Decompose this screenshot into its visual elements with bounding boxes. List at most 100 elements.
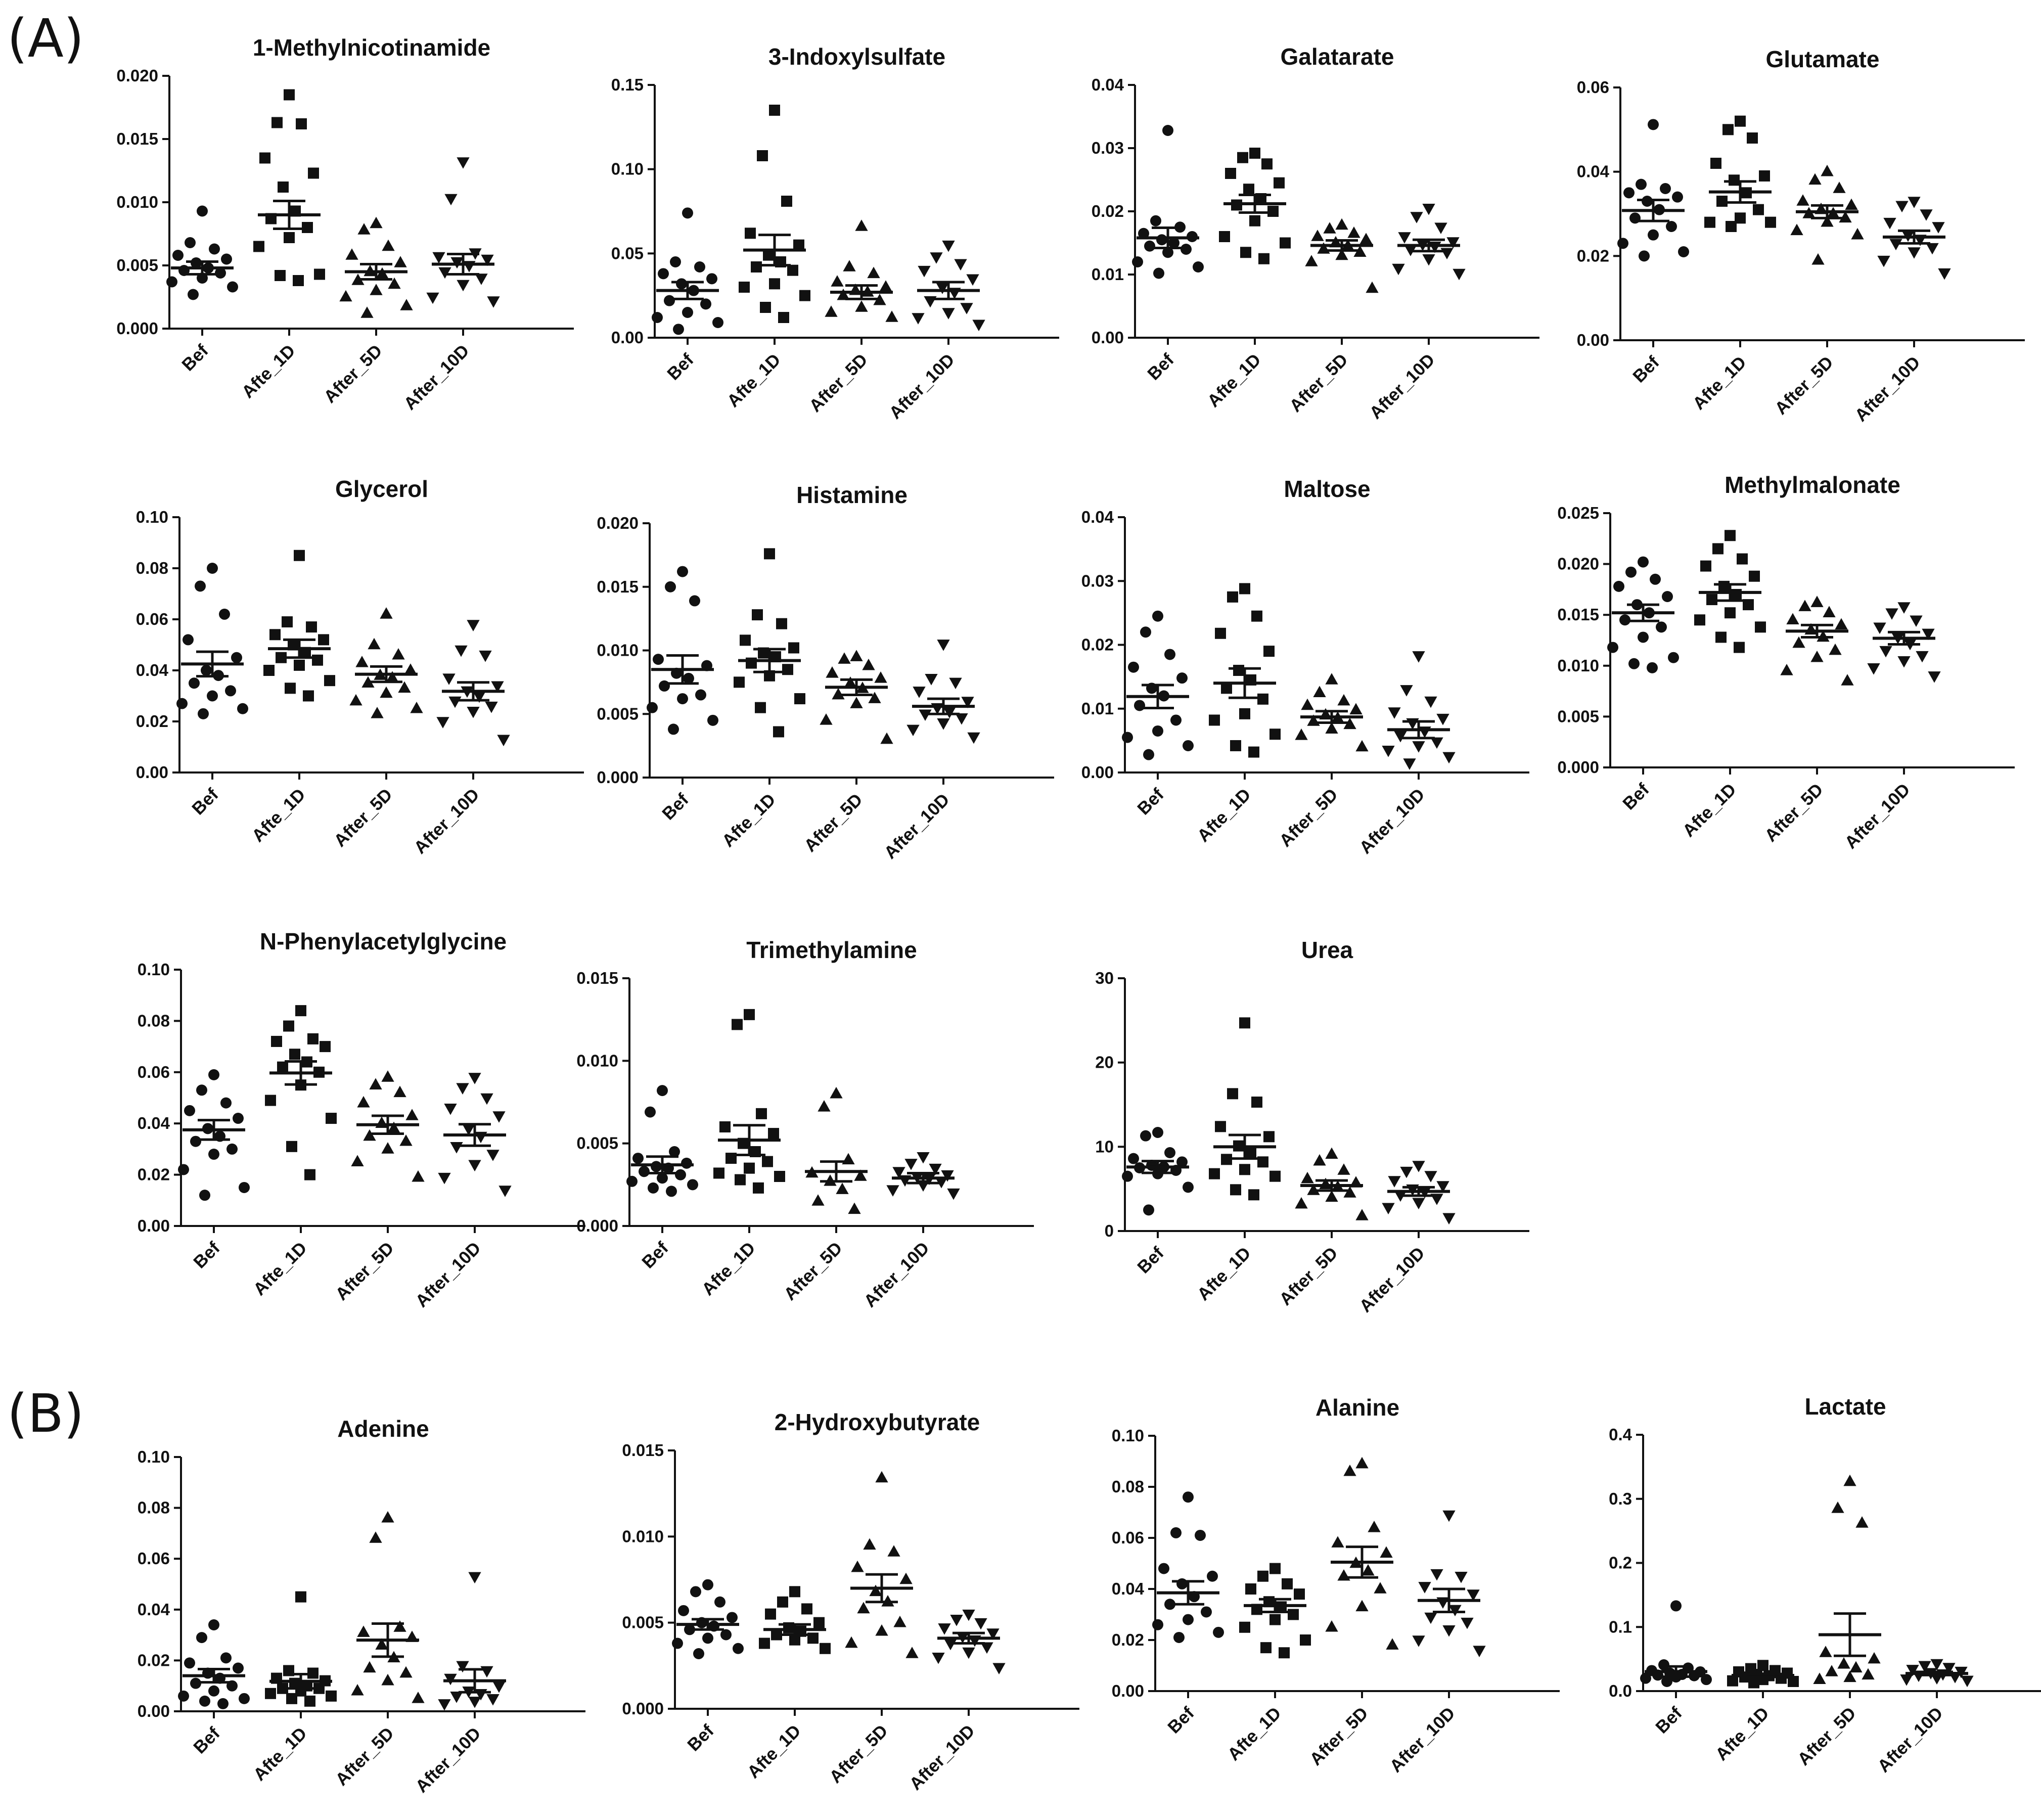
data-point [1144,240,1155,252]
x-tick-label: Bef [658,790,693,824]
data-point [1132,256,1143,267]
data-point [1249,148,1260,159]
data-point [755,702,766,713]
data-point [702,1579,713,1590]
data-point [1176,1156,1188,1168]
data-point [1916,651,1929,663]
data-point [793,239,804,251]
data-point [450,1692,463,1703]
data-point [282,616,293,628]
data-point [225,685,236,697]
data-point [468,1572,481,1584]
data-point [757,150,768,161]
data-point [1434,222,1447,234]
data-point [885,310,898,322]
data-point [774,1171,785,1182]
data-point [962,1647,975,1659]
data-point [949,677,962,690]
data-point [1257,1570,1268,1582]
y-tick-label: 0.025 [1557,504,1599,522]
data-point [1855,1516,1869,1528]
data-point [1140,626,1151,638]
y-tick-label: 0.005 [576,1134,618,1153]
data-point [1640,1672,1651,1684]
data-point [1404,245,1417,256]
data-point [845,1636,858,1648]
y-tick-label: 0.15 [611,75,644,94]
data-point [1176,1578,1188,1589]
data-point [318,634,329,646]
y-tick-label: 0.00 [136,763,168,782]
data-point [221,253,232,265]
data-point [1813,1672,1826,1684]
data-point [412,1170,425,1182]
x-tick-label: After_5D [800,790,867,856]
data-point [1823,606,1836,617]
data-point [369,1531,382,1543]
data-point [1440,248,1454,259]
data-point [1743,599,1754,611]
data-point [652,312,663,323]
data-point [475,274,488,285]
data-point [1938,268,1951,280]
data-point [1301,698,1314,710]
data-point [966,274,979,286]
data-point [1122,1170,1133,1182]
y-tick-label: 0.000 [622,1699,664,1718]
y-tick-label: 0.015 [1557,605,1599,624]
y-tick-label: 20 [1095,1053,1114,1072]
y-tick-label: 0.00 [1112,1681,1144,1700]
data-point [1412,1198,1425,1210]
y-tick-label: 0.005 [1557,707,1599,725]
y-tick-label: 0.000 [1557,758,1599,777]
data-point [370,216,383,229]
data-point [196,1084,207,1096]
data-point [1240,247,1251,258]
data-point [351,1155,364,1167]
y-tick-label: 0.015 [576,969,618,987]
y-tick-label: 0.08 [136,559,168,577]
scatter-plot: Urea 0 10 20 30 Bef Afte_1D After_5D After_10D [1095,937,1529,1316]
data-point [665,581,676,593]
data-point [361,676,375,688]
data-point [751,261,762,272]
data-point [314,268,325,280]
data-point [1833,181,1846,193]
data-point [1382,1203,1395,1215]
x-tick-label: After_5D [826,1721,892,1787]
data-point [208,1149,219,1160]
y-tick-label: 0.10 [611,160,644,178]
data-point [844,676,857,688]
data-point [1343,1464,1356,1476]
data-point [1269,1170,1281,1182]
data-point [670,256,681,267]
data-point [837,288,850,300]
data-point [1239,1017,1250,1029]
data-point [1639,250,1650,262]
y-tick-label: 0.04 [1577,162,1610,181]
data-point [1430,1569,1443,1581]
data-point [944,1639,957,1651]
x-tick-label: Afte_1D [250,1723,311,1785]
y-tick-label: 0.01 [1092,265,1124,284]
data-point [744,1162,755,1174]
y-tick-label: 0.03 [1081,571,1114,590]
data-point [1355,1600,1369,1612]
data-point [1248,1189,1259,1201]
data-point [467,707,480,718]
data-point [955,713,968,725]
data-point [986,1628,1000,1640]
data-point [1382,746,1395,757]
data-point [1829,643,1842,655]
data-point [1193,261,1204,272]
data-point [1176,672,1188,684]
data-point [1442,1625,1456,1637]
x-tick-label: After_10D [1386,1703,1459,1777]
data-point [1394,731,1407,743]
data-point [178,1164,189,1175]
data-point [925,674,938,686]
data-point [296,118,307,129]
x-tick-label: After_10D [410,785,483,858]
data-point [1930,1659,1943,1671]
data-point [776,618,787,629]
